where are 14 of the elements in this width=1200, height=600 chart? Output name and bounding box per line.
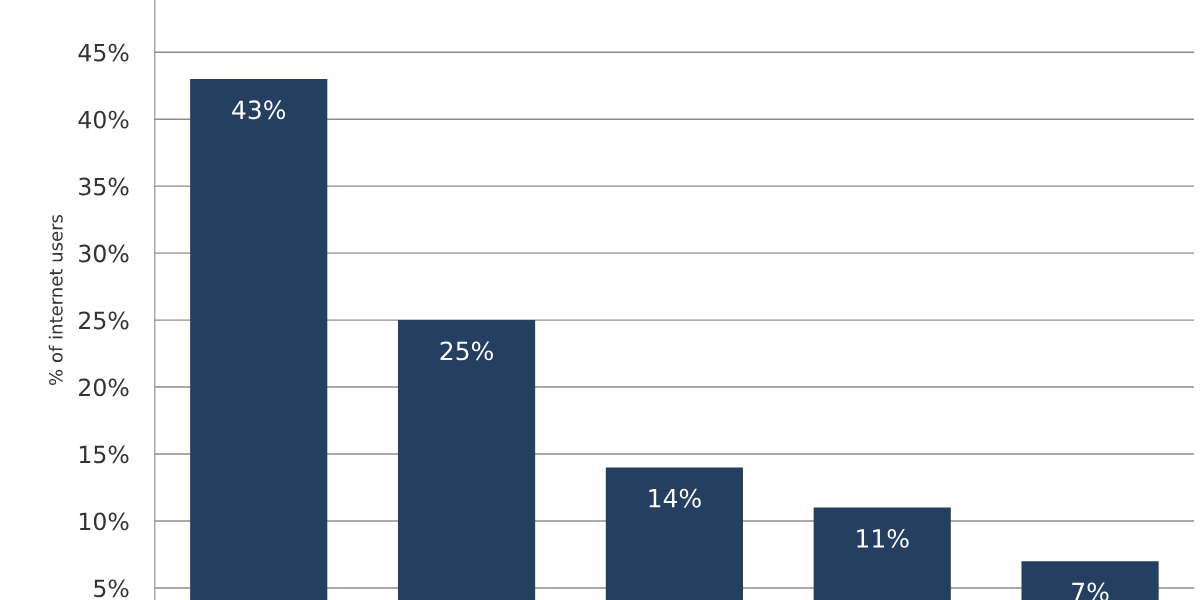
y-tick-label: 10% <box>79 512 129 531</box>
y-axis-title: % of internet users <box>48 214 63 385</box>
y-tick-label: 35% <box>79 177 129 196</box>
y-tick-label: 20% <box>79 378 129 397</box>
data-label: 11% <box>857 528 909 548</box>
data-label: 43% <box>232 100 286 120</box>
y-tick-label: 45% <box>78 43 129 62</box>
y-tick-label: 25% <box>79 311 129 330</box>
y-tick-label: 40% <box>78 110 129 129</box>
y-tick-label: 15% <box>79 445 129 464</box>
data-label: 14% <box>649 488 701 508</box>
data-label: 25% <box>440 341 493 361</box>
y-tick-label: 5% <box>94 579 129 598</box>
y-tick-label: 30% <box>79 244 129 263</box>
